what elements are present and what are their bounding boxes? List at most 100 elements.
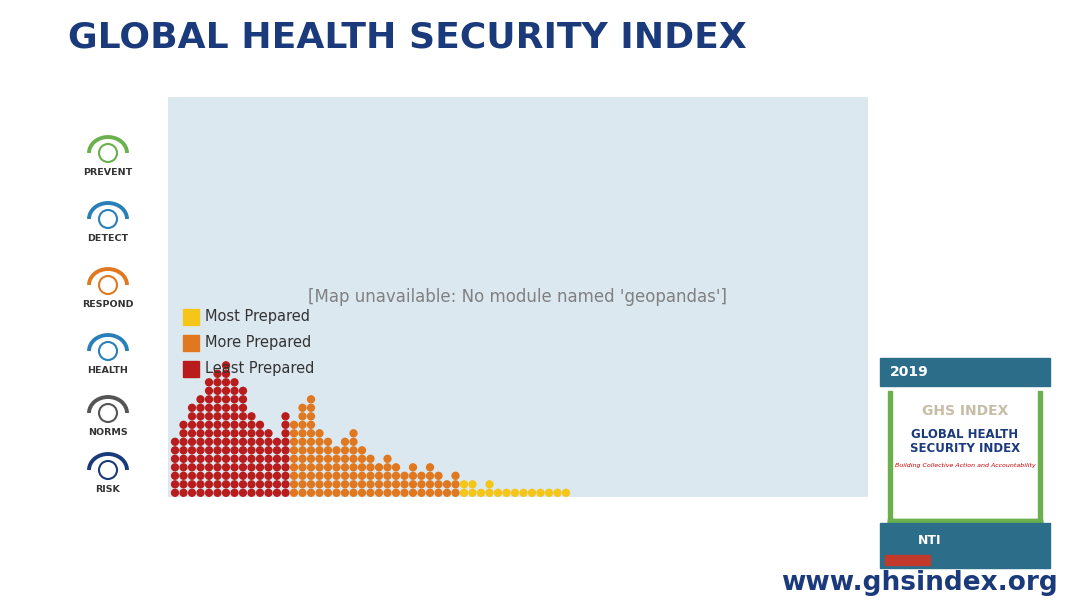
Circle shape (248, 489, 255, 496)
Circle shape (240, 396, 246, 403)
Circle shape (384, 481, 391, 488)
Circle shape (299, 481, 306, 488)
Circle shape (563, 489, 569, 496)
Circle shape (453, 473, 459, 479)
Circle shape (359, 489, 365, 496)
Circle shape (197, 439, 204, 445)
Circle shape (409, 489, 417, 496)
Circle shape (231, 456, 238, 462)
Circle shape (189, 439, 195, 445)
Bar (183, 309, 199, 325)
Circle shape (308, 421, 314, 428)
Circle shape (205, 379, 213, 386)
Circle shape (333, 464, 340, 471)
Circle shape (282, 464, 289, 471)
Circle shape (205, 387, 213, 394)
Circle shape (248, 439, 255, 445)
Circle shape (401, 489, 408, 496)
Circle shape (325, 456, 332, 462)
Circle shape (308, 447, 314, 454)
Text: SECURITY INDEX: SECURITY INDEX (910, 442, 1021, 454)
Circle shape (99, 144, 117, 162)
Text: PREVENT: PREVENT (83, 168, 133, 177)
Circle shape (189, 489, 195, 496)
Circle shape (308, 430, 314, 437)
Circle shape (240, 447, 246, 454)
Circle shape (418, 473, 424, 479)
Circle shape (384, 464, 391, 471)
Circle shape (333, 447, 340, 454)
Circle shape (427, 481, 433, 488)
Circle shape (172, 456, 178, 462)
Circle shape (189, 464, 195, 471)
Circle shape (316, 456, 323, 462)
Circle shape (273, 456, 281, 462)
Circle shape (189, 413, 195, 420)
Circle shape (248, 481, 255, 488)
Circle shape (214, 456, 221, 462)
Text: Building Collective Action and Accountability: Building Collective Action and Accountab… (894, 463, 1036, 468)
Circle shape (180, 439, 187, 445)
Circle shape (240, 421, 246, 428)
Circle shape (444, 481, 450, 488)
Circle shape (172, 473, 178, 479)
Circle shape (189, 447, 195, 454)
Circle shape (273, 439, 281, 445)
Text: HEALTH: HEALTH (87, 366, 129, 375)
Circle shape (214, 421, 221, 428)
Circle shape (350, 473, 357, 479)
Circle shape (477, 489, 485, 496)
Circle shape (308, 456, 314, 462)
Circle shape (282, 481, 289, 488)
Circle shape (291, 489, 297, 496)
Circle shape (257, 447, 264, 454)
Circle shape (316, 489, 323, 496)
Circle shape (308, 473, 314, 479)
Circle shape (222, 421, 229, 428)
Circle shape (197, 404, 204, 411)
Circle shape (325, 489, 332, 496)
Circle shape (214, 464, 221, 471)
Circle shape (273, 473, 281, 479)
Text: More Prepared: More Prepared (205, 336, 311, 350)
Circle shape (99, 276, 117, 294)
Circle shape (189, 473, 195, 479)
Circle shape (222, 447, 229, 454)
Circle shape (325, 473, 332, 479)
Circle shape (291, 447, 297, 454)
Circle shape (418, 489, 424, 496)
Circle shape (222, 456, 229, 462)
Circle shape (367, 464, 374, 471)
Circle shape (172, 447, 178, 454)
Circle shape (205, 430, 213, 437)
Circle shape (521, 489, 527, 496)
Circle shape (460, 481, 468, 488)
Circle shape (486, 481, 492, 488)
Circle shape (189, 421, 195, 428)
Circle shape (350, 456, 357, 462)
Circle shape (180, 456, 187, 462)
Circle shape (180, 489, 187, 496)
Circle shape (99, 210, 117, 228)
Circle shape (231, 439, 238, 445)
Circle shape (222, 379, 229, 386)
Circle shape (222, 370, 229, 378)
Circle shape (231, 404, 238, 411)
Circle shape (180, 464, 187, 471)
Circle shape (257, 481, 264, 488)
Circle shape (189, 481, 195, 488)
Circle shape (240, 456, 246, 462)
Circle shape (180, 447, 187, 454)
Circle shape (214, 430, 221, 437)
Bar (880, 358, 1050, 386)
Circle shape (240, 387, 246, 394)
Circle shape (453, 489, 459, 496)
Circle shape (282, 413, 289, 420)
Circle shape (205, 396, 213, 403)
Circle shape (214, 473, 221, 479)
Circle shape (231, 379, 238, 386)
Circle shape (205, 473, 213, 479)
Circle shape (222, 464, 229, 471)
Circle shape (435, 481, 442, 488)
Circle shape (427, 473, 433, 479)
